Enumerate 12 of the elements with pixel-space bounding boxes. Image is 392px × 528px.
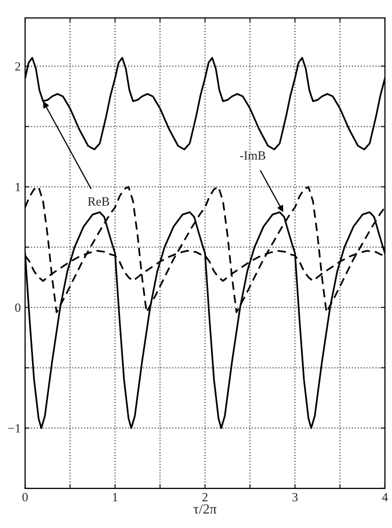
x-tick-label: 4 xyxy=(382,493,388,502)
annotation: ReB xyxy=(88,197,110,206)
x-tick-label: 0 xyxy=(22,492,28,502)
y-tick-label: 1 xyxy=(16,182,20,192)
x-tick-label: 1 xyxy=(113,492,118,502)
annotation: -ImB xyxy=(240,151,266,160)
y-tick-label: −1 xyxy=(8,424,20,432)
y-tick-label: 2 xyxy=(15,62,20,71)
x-tick-label: 3 xyxy=(292,492,298,502)
x-axis-title: τ/2π xyxy=(194,504,217,514)
x-tick-label: 2 xyxy=(202,492,208,502)
y-tick-label: 0 xyxy=(15,303,20,312)
